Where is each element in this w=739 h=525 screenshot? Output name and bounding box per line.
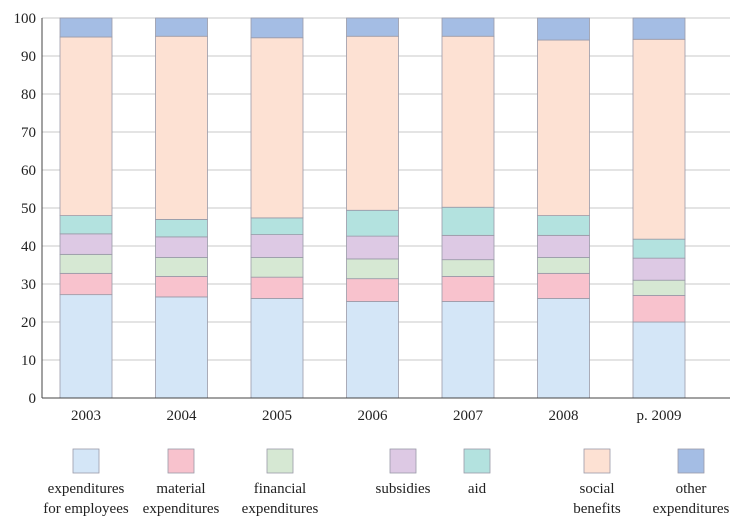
x-category-label: p. 2009 bbox=[637, 408, 682, 424]
bar-segment-4-p2009 bbox=[632, 238, 686, 259]
y-tick-label: 80 bbox=[21, 87, 36, 103]
y-tick-label: 100 bbox=[14, 11, 37, 27]
legend-label: material bbox=[156, 481, 205, 497]
x-category-label: 2003 bbox=[71, 408, 101, 424]
legend-label: benefits bbox=[573, 501, 621, 517]
bar-segment-1-2007 bbox=[441, 275, 495, 302]
bar-segment-1-2004 bbox=[155, 275, 208, 298]
bar-segment-0-2006 bbox=[346, 301, 399, 399]
bar-segment-6-p2009 bbox=[632, 17, 686, 40]
legend: expenditures for employees material expendi… bbox=[43, 448, 730, 517]
bar-segment-3-2006 bbox=[346, 235, 399, 260]
bar-segment-1-2006 bbox=[346, 278, 399, 302]
bar-segment-2-p2009 bbox=[632, 279, 686, 296]
bar-segment-1-2005 bbox=[250, 276, 304, 299]
bar-segment-5-2004 bbox=[155, 35, 208, 220]
bar-segment-0-2007 bbox=[441, 301, 495, 399]
legend-swatch bbox=[677, 448, 705, 474]
bar-segment-6-2006 bbox=[346, 17, 399, 37]
bar-segment-6-2008 bbox=[537, 17, 590, 41]
legend-swatch bbox=[583, 448, 611, 474]
bar-segment-3-p2009 bbox=[632, 257, 686, 281]
bar-segment-2-2005 bbox=[250, 256, 304, 278]
legend-swatch bbox=[266, 448, 294, 474]
x-category-label: 2006 bbox=[358, 408, 389, 424]
bar-segment-5-2007 bbox=[441, 35, 495, 208]
bar-segment-2-2006 bbox=[346, 258, 399, 280]
y-tick-label: 70 bbox=[21, 125, 36, 141]
y-tick-label: 60 bbox=[21, 163, 36, 179]
bar-segment-1-2003 bbox=[59, 272, 113, 296]
y-tick-label: 30 bbox=[21, 277, 36, 293]
y-tick-label: 0 bbox=[29, 391, 37, 407]
y-tick-label: 90 bbox=[21, 49, 36, 65]
bar-segment-3-2004 bbox=[155, 236, 208, 258]
y-tick-label: 10 bbox=[21, 353, 36, 369]
bar-segment-6-2007 bbox=[441, 17, 495, 37]
bar-segment-6-2005 bbox=[250, 17, 304, 39]
legend-label: expenditures bbox=[48, 481, 125, 497]
bar-segment-1-2008 bbox=[537, 272, 590, 299]
bar-segment-5-2003 bbox=[59, 36, 113, 217]
legend-swatch bbox=[72, 448, 100, 474]
bar-segment-4-2007 bbox=[441, 206, 495, 236]
bar-segment-2-2003 bbox=[59, 253, 113, 274]
legend-label: for employees bbox=[43, 501, 129, 517]
bar-segment-0-p2009 bbox=[632, 321, 686, 399]
bar-segment-2-2008 bbox=[537, 256, 590, 274]
bar-segment-5-2008 bbox=[537, 39, 590, 216]
bar-segment-6-2003 bbox=[59, 17, 113, 38]
bar-segment-3-2003 bbox=[59, 233, 113, 255]
bar-segment-3-2007 bbox=[441, 234, 495, 261]
x-category-label: 2008 bbox=[549, 408, 579, 424]
bar-segment-6-2004 bbox=[155, 17, 208, 37]
axes: 0 10 20 30 40 50 60 70 80 90 100 2003 2004 2005 2006 20… bbox=[14, 11, 730, 424]
legend-swatch bbox=[463, 448, 491, 474]
legend-label: aid bbox=[468, 481, 487, 497]
bar-segment-4-2004 bbox=[155, 218, 208, 238]
bar-segment-0-2005 bbox=[250, 298, 304, 399]
x-category-label: 2007 bbox=[453, 408, 484, 424]
legend-swatch bbox=[389, 448, 417, 474]
bar-segment-0-2003 bbox=[59, 294, 113, 399]
bar-segment-3-2008 bbox=[537, 234, 590, 258]
bar-segment-4-2006 bbox=[346, 209, 399, 237]
bar-segment-5-2005 bbox=[250, 37, 304, 219]
legend-swatch bbox=[167, 448, 195, 474]
legend-label: expenditures bbox=[143, 501, 220, 517]
bar-segment-1-p2009 bbox=[632, 294, 686, 323]
legend-label: financial bbox=[254, 481, 306, 497]
bar-segment-4-2008 bbox=[537, 215, 590, 236]
legend-label: expenditures bbox=[242, 501, 319, 517]
bar-segment-5-2006 bbox=[346, 35, 399, 211]
bar-segment-5-p2009 bbox=[632, 38, 686, 240]
legend-label: expenditures bbox=[653, 501, 730, 517]
bar-segment-3-2005 bbox=[250, 234, 304, 258]
bar-segment-4-2005 bbox=[250, 217, 304, 236]
y-tick-label: 40 bbox=[21, 239, 36, 255]
legend-label: other bbox=[676, 481, 707, 497]
x-category-label: 2005 bbox=[262, 408, 292, 424]
bar-segment-2-2004 bbox=[155, 256, 208, 277]
x-category-label: 2004 bbox=[167, 408, 198, 424]
bar-segment-2-2007 bbox=[441, 259, 495, 277]
bar-segment-4-2003 bbox=[59, 215, 113, 235]
legend-label: subsidies bbox=[375, 481, 430, 497]
y-tick-label: 50 bbox=[21, 201, 36, 217]
y-tick-label: 20 bbox=[21, 315, 36, 331]
legend-label: social bbox=[580, 481, 615, 497]
bar-segment-0-2004 bbox=[155, 296, 208, 399]
bar-segment-0-2008 bbox=[537, 298, 590, 399]
